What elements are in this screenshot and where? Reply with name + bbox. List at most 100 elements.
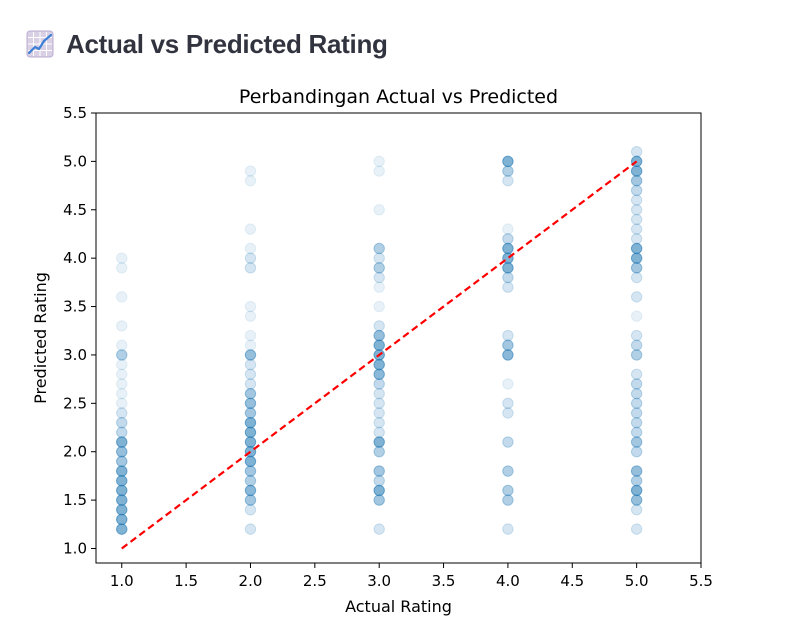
data-point: [630, 368, 643, 380]
data-point: [116, 368, 128, 380]
data-point: [244, 349, 257, 361]
data-point: [373, 446, 385, 458]
data-point: [116, 455, 128, 468]
data-point: [116, 446, 128, 458]
data-point: [116, 407, 128, 419]
data-point: [630, 252, 643, 264]
data-point: [630, 397, 643, 410]
data-point: [502, 175, 514, 187]
data-point: [244, 329, 257, 342]
data-point: [116, 378, 128, 390]
data-point: [373, 300, 385, 313]
data-point: [244, 242, 257, 255]
data-point: [244, 436, 257, 448]
data-point: [116, 358, 128, 371]
y-tick-label: 3.0: [63, 346, 87, 364]
y-tick-label: 2.0: [63, 443, 87, 461]
data-point: [502, 484, 514, 497]
data-point: [244, 358, 257, 371]
data-point: [244, 416, 257, 429]
data-point: [630, 436, 643, 448]
data-point: [116, 465, 128, 477]
data-point: [244, 407, 257, 419]
data-point: [373, 320, 385, 332]
data-point: [373, 165, 385, 177]
data-point: [630, 494, 643, 506]
data-point: [116, 484, 128, 497]
data-point: [630, 233, 643, 245]
data-point: [373, 387, 385, 400]
data-point: [244, 455, 257, 468]
data-point: [630, 291, 643, 303]
data-point: [502, 407, 514, 419]
data-point: [630, 242, 643, 255]
x-tick-label: 1.0: [110, 572, 134, 590]
data-point: [244, 339, 257, 351]
x-tick-label: 4.5: [560, 572, 584, 590]
data-point: [630, 223, 643, 235]
data-point: [502, 329, 514, 342]
data-point: [244, 387, 257, 400]
y-tick-label: 4.0: [63, 249, 87, 267]
data-point: [373, 436, 385, 448]
data-point: [502, 271, 514, 284]
data-point: [630, 426, 643, 439]
data-point: [630, 194, 643, 206]
x-tick-label: 5.5: [689, 572, 713, 590]
page-title: Actual vs Predicted Rating: [66, 28, 388, 59]
data-point: [630, 349, 643, 361]
data-point: [116, 262, 128, 274]
page-header: Actual vs Predicted Rating: [26, 26, 388, 62]
data-point: [630, 184, 643, 197]
data-point: [373, 523, 385, 535]
data-point: [502, 494, 514, 506]
x-axis-label: Actual Rating: [345, 597, 452, 616]
data-point: [630, 310, 643, 322]
x-tick-label: 3.5: [432, 572, 456, 590]
data-point: [116, 436, 128, 448]
scatter-chart: 1.0 1.5 2.0 2.5 3.0 3.5 4.0 4.5 5.0 5.5 1.0 1.5 2.0…: [31, 86, 713, 616]
data-point: [373, 262, 385, 274]
data-point: [502, 397, 514, 410]
data-point: [244, 523, 257, 535]
data-point: [630, 387, 643, 400]
data-point: [373, 339, 385, 351]
data-point: [373, 242, 385, 255]
data-point: [502, 281, 514, 293]
data-point: [630, 329, 643, 342]
x-axis-ticks: 1.0 1.5 2.0 2.5 3.0 3.5 4.0 4.5 5.0 5.5: [110, 563, 713, 590]
data-point: [502, 436, 514, 448]
data-point: [630, 213, 643, 226]
data-point: [630, 484, 643, 497]
data-point: [244, 378, 257, 390]
data-point: [244, 475, 257, 487]
data-point: [502, 165, 514, 177]
y-tick-label: 4.5: [63, 201, 87, 219]
data-point: [630, 475, 643, 487]
data-point: [116, 523, 128, 535]
data-point: [373, 416, 385, 429]
data-point: [502, 465, 514, 477]
reference-line-layer: [121, 160, 638, 550]
data-point: [373, 252, 385, 264]
data-point: [116, 397, 128, 410]
data-point: [373, 281, 385, 293]
x-tick-label: 1.5: [174, 572, 198, 590]
data-point: [244, 397, 257, 410]
data-point: [630, 446, 643, 458]
data-point: [630, 146, 643, 158]
x-tick-label: 4.0: [496, 572, 520, 590]
data-point: [116, 416, 128, 429]
data-point: [502, 339, 514, 351]
data-point: [373, 358, 385, 371]
data-point: [630, 271, 643, 284]
data-point: [502, 223, 514, 235]
data-point: [630, 465, 643, 477]
data-point: [116, 475, 128, 487]
data-point: [373, 204, 385, 216]
y-tick-label: 1.0: [63, 539, 87, 557]
x-tick-label: 2.0: [239, 572, 263, 590]
data-point: [244, 484, 257, 497]
data-point: [373, 368, 385, 380]
data-point: [116, 291, 128, 303]
